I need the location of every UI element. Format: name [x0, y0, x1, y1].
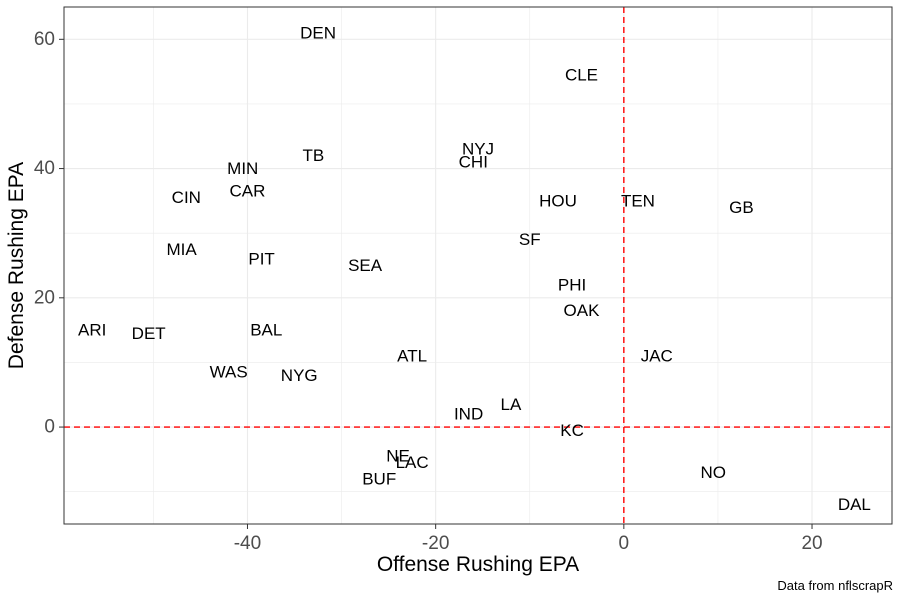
team-label-no: NO [700, 463, 726, 482]
team-label-was: WAS [210, 363, 248, 382]
x-axis-ticks: -40 -20 0 20 [234, 524, 823, 554]
team-label-jac: JAC [641, 346, 673, 365]
team-label-car: CAR [230, 182, 266, 201]
team-label-ne: NE [386, 447, 410, 466]
team-label-nyj: NYJ [462, 140, 494, 159]
x-tick-label: 0 [619, 533, 630, 554]
y-tick-label: 60 [34, 29, 55, 50]
team-label-ten: TEN [621, 191, 655, 210]
team-label-sea: SEA [348, 256, 383, 275]
team-label-cle: CLE [565, 65, 598, 84]
team-label-chi: CHI [459, 153, 488, 172]
x-tick-label: 20 [801, 533, 822, 554]
team-label-atl: ATL [397, 346, 427, 365]
y-tick-label: 40 [34, 158, 55, 179]
y-axis-title: Defense Rushing EPA [5, 162, 28, 369]
x-axis-title: Offense Rushing EPA [377, 553, 579, 576]
team-label-kc: KC [560, 421, 584, 440]
team-label-gb: GB [729, 198, 754, 217]
team-label-sf: SF [519, 230, 541, 249]
team-label-cin: CIN [172, 188, 201, 207]
team-label-ind: IND [454, 405, 483, 424]
x-tick-label: -20 [422, 533, 449, 554]
team-label-tb: TB [302, 146, 324, 165]
team-label-mia: MIA [166, 240, 197, 259]
team-label-min: MIN [227, 159, 258, 178]
grid-major [64, 7, 892, 524]
team-label-lac: LAC [396, 453, 429, 472]
team-label-buf: BUF [362, 469, 396, 488]
y-axis-ticks: 0 20 40 60 [34, 29, 64, 438]
caption: Data from nflscrapR [777, 578, 893, 593]
team-label-pit: PIT [248, 250, 274, 269]
team-label-det: DET [132, 324, 166, 343]
reference-lines [64, 7, 892, 524]
team-label-ari: ARI [78, 321, 106, 340]
grid-minor [64, 7, 892, 524]
team-label-nyg: NYG [281, 366, 318, 385]
team-label-bal: BAL [250, 321, 282, 340]
x-tick-label: -40 [234, 533, 261, 554]
panel-border [63, 6, 893, 525]
team-label-dal: DAL [838, 495, 871, 514]
y-tick-label: 20 [34, 287, 55, 308]
y-tick-label: 0 [44, 417, 55, 438]
team-label-den: DEN [300, 23, 336, 42]
team-label-phi: PHI [558, 275, 586, 294]
team-label-la: LA [501, 395, 522, 414]
team-label-hou: HOU [539, 191, 577, 210]
team-label-oak: OAK [564, 301, 601, 320]
